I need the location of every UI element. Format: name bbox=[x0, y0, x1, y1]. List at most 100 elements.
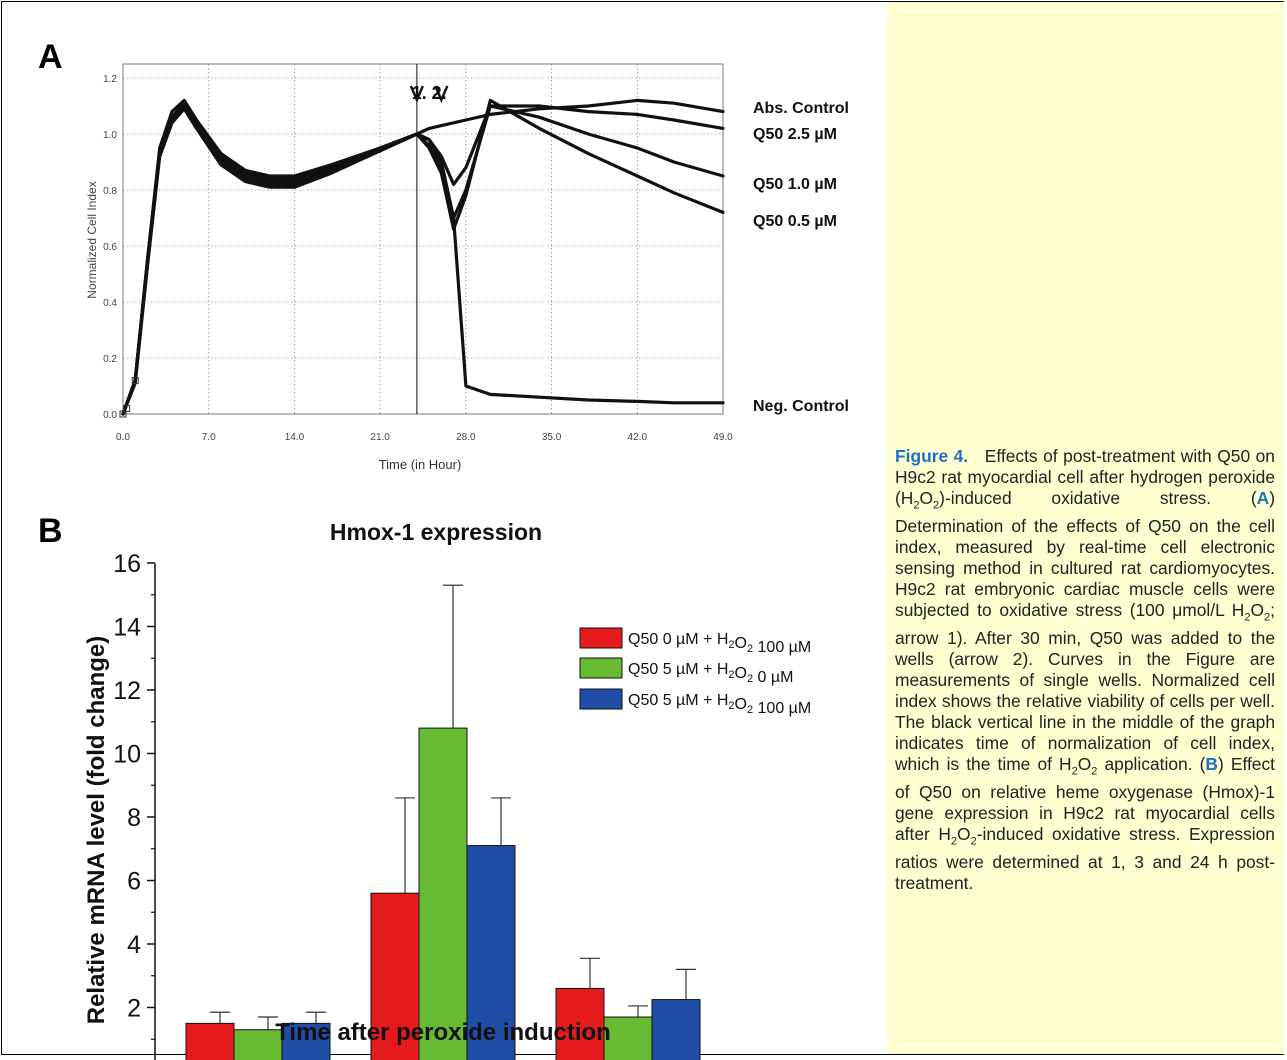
bar-6h-series-1 bbox=[370, 892, 420, 1060]
y-tick-label: 4 bbox=[127, 931, 141, 959]
y-tick-label: 1.0 bbox=[103, 130, 117, 141]
y-tick-label: 16 bbox=[113, 550, 141, 578]
caption-subscript: 2 bbox=[1244, 611, 1251, 624]
legend-subscript: 2 bbox=[728, 669, 734, 681]
x-tick-label: 49.0 bbox=[713, 432, 733, 443]
x-tick-label: 42.0 bbox=[628, 432, 648, 443]
caption-subscript: 2 bbox=[1071, 765, 1078, 778]
hmox1-yaxis-title: Relative mRNA level (fold change) bbox=[83, 636, 110, 1025]
legend-text: O bbox=[735, 635, 747, 652]
legend-swatch-2 bbox=[579, 657, 623, 679]
cell-index-xaxis-title: Time (in Hour) bbox=[379, 457, 462, 472]
caption-subscript: 2 bbox=[950, 835, 958, 848]
caption-subscript: 2 bbox=[1091, 765, 1098, 778]
y-tick-label: 2 bbox=[127, 995, 141, 1023]
y-tick-label: 6 bbox=[127, 868, 141, 896]
cell-index-chart: 0.0 0.2 0.4 0.6 0.8 1.0 1.2 0.0 7.0 14.0 21.0 28.0… bbox=[85, 63, 849, 472]
caption-panel bbox=[887, 2, 1284, 1054]
legend-text: 100 µM bbox=[753, 700, 811, 717]
legend-entry-2: Q50 5 µM + H2O2 0 µM bbox=[628, 661, 793, 686]
y-tick-label: 0.6 bbox=[103, 242, 117, 253]
caption-text: Effects of post-treatment with Q50 on H9… bbox=[895, 446, 1275, 508]
caption-text: -induced oxidative stress. Expression ra… bbox=[895, 823, 1275, 894]
legend-text: O bbox=[735, 696, 747, 713]
curve-neg-control bbox=[121, 101, 725, 416]
cell-index-grid bbox=[122, 64, 724, 415]
panel-a-letter: A bbox=[38, 38, 63, 76]
bar-24h-series-3 bbox=[651, 999, 701, 1060]
curve-label: Q50 1.0 µM bbox=[753, 176, 837, 193]
x-tick-label: 14.0 bbox=[285, 432, 305, 443]
curve-q50-0-5-m bbox=[121, 98, 725, 416]
x-tick-label: 21.0 bbox=[370, 432, 390, 443]
legend-text: O bbox=[735, 665, 747, 682]
legend-subscript: 2 bbox=[747, 643, 753, 655]
legend-subscript: 2 bbox=[728, 639, 734, 651]
data-marker bbox=[123, 404, 131, 412]
arrow-label: 1. 2. bbox=[412, 83, 447, 103]
caption-text: ; arrow 1). After 30 min, Q50 was added … bbox=[895, 599, 1275, 774]
cell-index-plot-frame bbox=[122, 63, 724, 415]
legend-subscript: 2 bbox=[747, 673, 753, 685]
caption-subscript: 2 bbox=[913, 499, 920, 512]
caption-text: application. ( bbox=[1097, 753, 1206, 774]
data-marker bbox=[131, 376, 139, 384]
y-tick-label: 8 bbox=[127, 804, 141, 832]
bar-6h-series-2 bbox=[418, 727, 468, 1060]
bar-24h-series-2 bbox=[603, 1016, 653, 1060]
caption-text: ) Effect of Q50 on relative heme oxygena… bbox=[895, 753, 1275, 844]
bar-1h-series-3 bbox=[281, 1022, 331, 1060]
x-tick-label: 35.0 bbox=[542, 432, 562, 443]
curve-label: Neg. Control bbox=[753, 398, 849, 415]
bar-1h-series-1 bbox=[185, 1022, 235, 1060]
hmox1-xaxis-title: Time after peroxide induction bbox=[275, 1019, 611, 1046]
y-tick-label: 0.2 bbox=[103, 354, 117, 365]
caption-text: O bbox=[1250, 599, 1265, 620]
arrow-marker bbox=[434, 85, 449, 104]
legend-text: Q50 5 µM + H bbox=[628, 661, 728, 678]
arrow-marker bbox=[409, 85, 424, 104]
caption-text: O bbox=[919, 487, 934, 508]
y-tick-label: 1.2 bbox=[103, 74, 117, 85]
figure-caption: Figure 4. Effects of post-treatment with… bbox=[895, 446, 1275, 894]
bar-24h-series-1 bbox=[555, 987, 605, 1060]
data-marker bbox=[119, 410, 127, 418]
legend-text: 100 µM bbox=[753, 639, 811, 656]
legend-subscript: 2 bbox=[728, 700, 734, 712]
curve-label: Q50 0.5 µM bbox=[753, 213, 837, 230]
y-tick-label: 14 bbox=[113, 614, 141, 642]
x-tick-label: 0.0 bbox=[116, 432, 130, 443]
y-tick-label: 0.4 bbox=[103, 298, 117, 309]
caption-text: O bbox=[1077, 753, 1092, 774]
curve-label: Q50 2.5 µM bbox=[753, 126, 837, 143]
x-tick-label: 28.0 bbox=[456, 432, 476, 443]
legend-text: 0 µM bbox=[753, 669, 793, 686]
y-tick-label: 0.8 bbox=[103, 186, 117, 197]
hmox1-chart: Hmox-1 expression 0246810121416 1h6h24h … bbox=[83, 519, 811, 1060]
legend-entry-3: Q50 5 µM + H2O2 100 µM bbox=[628, 692, 811, 717]
caption-ref-b: B bbox=[1205, 753, 1218, 774]
legend-swatch-1 bbox=[579, 627, 623, 649]
caption-subscript: 2 bbox=[933, 499, 940, 512]
caption-subscript: 2 bbox=[1264, 611, 1271, 624]
caption-subscript: 2 bbox=[970, 835, 977, 848]
legend-swatch-3 bbox=[579, 688, 623, 710]
bar-6h-series-3 bbox=[466, 845, 516, 1060]
curve-label: Abs. Control bbox=[753, 100, 849, 117]
panel-b-letter: B bbox=[38, 512, 63, 550]
legend-text: Q50 0 µM + H bbox=[628, 631, 728, 648]
y-tick-label: 12 bbox=[113, 677, 141, 705]
y-tick-label: 0.0 bbox=[103, 410, 117, 421]
figure-label: Figure 4. bbox=[895, 446, 969, 466]
x-tick-label: 7.0 bbox=[202, 432, 216, 443]
y-tick-label: 10 bbox=[113, 741, 141, 769]
caption-text: )-induced oxidative stress. ( bbox=[939, 487, 1257, 508]
legend-subscript: 2 bbox=[747, 704, 753, 716]
legend-entry-1: Q50 0 µM + H2O2 100 µM bbox=[628, 631, 811, 656]
cell-index-yaxis-title: Normalized Cell Index bbox=[85, 181, 99, 298]
caption-ref-a: A bbox=[1256, 487, 1270, 508]
hmox1-chart-title: Hmox-1 expression bbox=[330, 519, 542, 545]
caption-text: ) Determination of the effects of Q50 on… bbox=[895, 487, 1275, 620]
caption-text: O bbox=[957, 823, 971, 844]
